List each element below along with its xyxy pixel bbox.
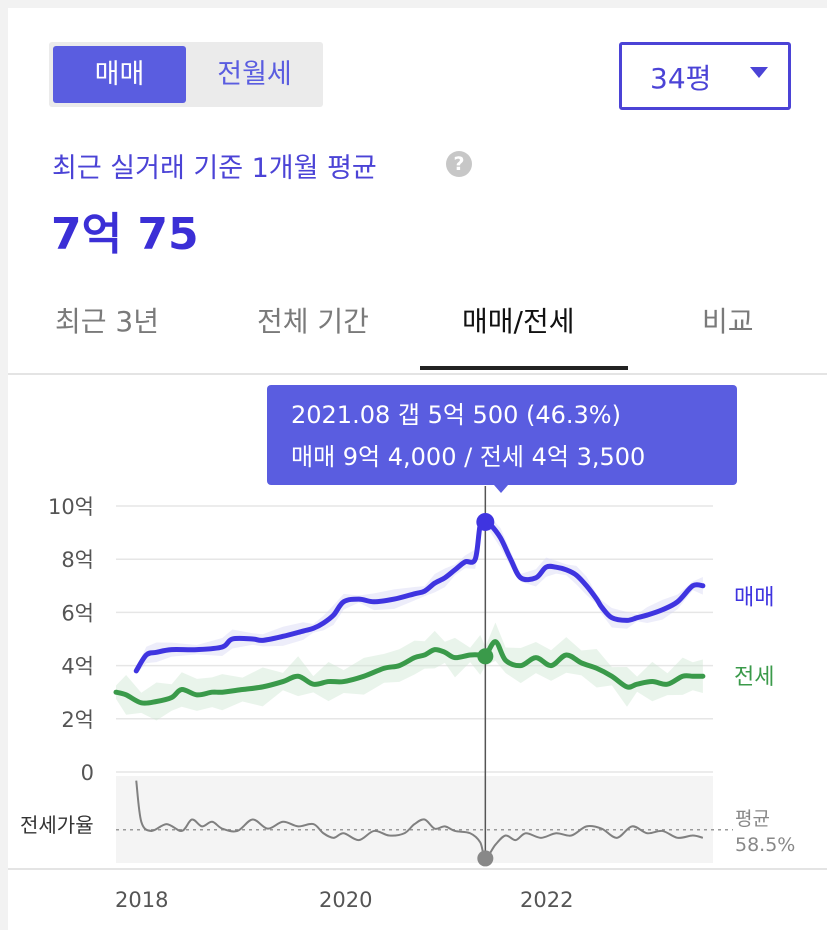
jeonse-series-line bbox=[113, 639, 706, 706]
size-select-value: 34평 bbox=[650, 62, 712, 95]
ratio-average-value: 58.5% bbox=[735, 834, 795, 856]
help-icon[interactable]: ? bbox=[446, 151, 472, 177]
chart-tooltip: 2021.08 갭 5억 500 (46.3%) 매매 9억 4,000 / 전… bbox=[267, 385, 737, 493]
y-tick-label: 0 bbox=[81, 761, 94, 785]
y-tick-label: 2억 bbox=[61, 708, 94, 732]
y-tick-label: 6억 bbox=[61, 601, 94, 625]
size-select[interactable]: 34평 bbox=[619, 42, 791, 110]
highlight-ratio-point bbox=[477, 850, 494, 867]
y-tick-label: 4억 bbox=[61, 655, 94, 679]
x-tick-label: 2022 bbox=[520, 888, 574, 912]
series-range-band bbox=[116, 622, 703, 721]
tab-recent-3-years[interactable]: 최근 3년 bbox=[55, 305, 159, 338]
price-basis-label: 최근 실거래 기준 1개월 평균 bbox=[52, 153, 377, 184]
jeonse-series-label: 전세 bbox=[734, 665, 774, 690]
sale-toggle-button[interactable]: 매매 bbox=[53, 46, 186, 103]
y-tick-label: 8억 bbox=[61, 548, 94, 572]
x-tick-label: 2020 bbox=[319, 888, 373, 912]
sale-series-line bbox=[133, 518, 706, 674]
highlight-jeonse-point bbox=[477, 648, 494, 665]
tab-compare[interactable]: 비교 bbox=[702, 305, 754, 338]
tab-all-period[interactable]: 전체 기간 bbox=[257, 305, 369, 338]
caret-down-icon bbox=[750, 67, 768, 78]
tab-sale-jeonse[interactable]: 매매/전세 bbox=[462, 305, 575, 338]
ratio-series-line bbox=[135, 780, 704, 860]
ratio-average-label: 평균 bbox=[735, 808, 770, 830]
highlight-sale-point bbox=[476, 512, 495, 531]
tooltip-arrow bbox=[494, 485, 508, 493]
tooltip-gap-line: 2021.08 갭 5억 500 (46.3%) bbox=[291, 401, 621, 429]
tabs-divider bbox=[8, 373, 827, 375]
average-price: 7억 75 bbox=[51, 209, 199, 260]
ratio-band-background bbox=[116, 776, 713, 863]
bottom-divider bbox=[8, 868, 827, 870]
tooltip-price-line: 매매 9억 4,000 / 전세 4억 3,500 bbox=[291, 443, 646, 471]
y-tick-label: 10억 bbox=[48, 495, 94, 519]
x-tick-label: 2018 bbox=[115, 888, 169, 912]
rent-toggle-button[interactable]: 전월세 bbox=[217, 59, 292, 90]
active-tab-indicator bbox=[420, 366, 628, 370]
sale-series-label: 매매 bbox=[734, 585, 774, 610]
ratio-label: 전세가율 bbox=[20, 813, 94, 837]
trade-type-toggle: 매매 전월세 bbox=[49, 42, 323, 107]
price-panel: 매매 전월세 34평 최근 실거래 기준 1개월 평균 ? 7억 75 최근 3… bbox=[8, 8, 827, 930]
